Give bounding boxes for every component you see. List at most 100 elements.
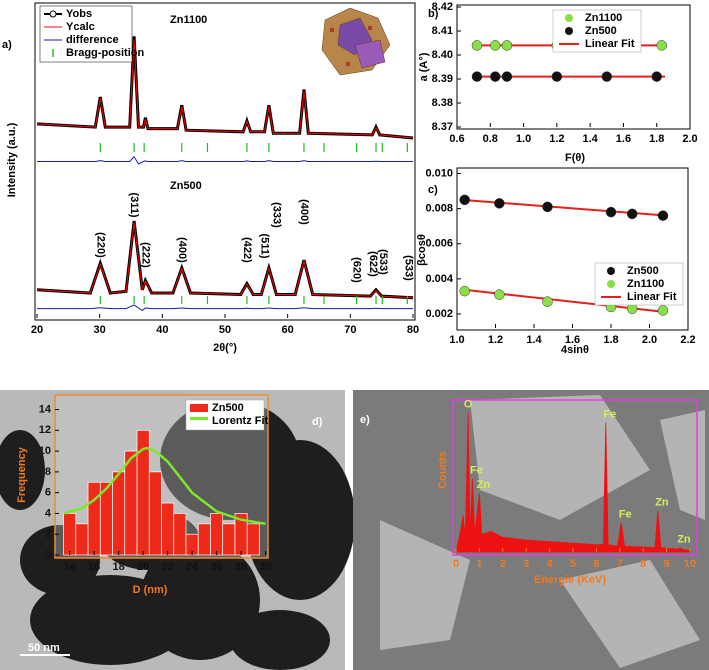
bar (222, 523, 236, 556)
y-tick-label: 8.41 (432, 25, 453, 37)
x-tick-label: 4 (547, 558, 554, 570)
peak-label: (222) (140, 242, 152, 268)
x-tick-label: 28 (235, 561, 247, 573)
x-tick-label: 9 (664, 558, 670, 570)
x-tick-label: 1 (476, 558, 482, 570)
x-tick-label: 2 (500, 558, 506, 570)
x-axis-label: 4sinθ (561, 344, 589, 356)
point (601, 71, 613, 82)
y-tick-label: 0.008 (425, 203, 453, 215)
point (651, 71, 662, 82)
panel-label: b) (428, 8, 439, 20)
bar (87, 481, 101, 556)
y-tick-label: 8.38 (432, 97, 453, 109)
bar (173, 513, 187, 556)
y-tick-label: 6 (45, 487, 51, 499)
x-tick-label: 60 (282, 324, 294, 336)
panel-label: d) (312, 416, 323, 428)
x-axis-label: F(θ) (565, 152, 585, 164)
point (471, 40, 483, 51)
legend-label: Zn500 (212, 402, 244, 414)
peak-label: (220) (94, 232, 106, 258)
point (657, 210, 669, 221)
plot-frame (456, 4, 691, 130)
legend-label: Zn1100 (627, 278, 664, 290)
x-tick-label: 3 (523, 558, 529, 570)
panel-label: a) (2, 39, 12, 51)
x-tick-label: 1.0 (449, 334, 464, 346)
x-tick-label: 0 (453, 558, 459, 570)
point (542, 201, 553, 213)
legend-swatch (49, 10, 57, 18)
legend-label: Zn500 (627, 265, 659, 277)
x-tick-label: 0.6 (449, 133, 464, 145)
bar (124, 450, 138, 556)
peak-label: (333) (270, 202, 282, 228)
legend-label: Zn500 (585, 25, 617, 37)
x-tick-label: 24 (186, 561, 199, 573)
bar (112, 471, 126, 556)
peak-label: O (464, 398, 473, 410)
panel-label: c) (428, 184, 438, 196)
peak-label: (533) (403, 255, 415, 281)
legend-swatch (565, 27, 573, 35)
legend-label: Yobs (66, 8, 92, 20)
point (459, 285, 470, 297)
peak-label: Zn (477, 479, 491, 491)
legend-label: Ycalc (66, 21, 95, 33)
bar (161, 502, 175, 556)
point (501, 40, 513, 51)
tem-particles (0, 400, 355, 670)
point (471, 71, 483, 82)
y-axis-label: a (A°) (418, 52, 430, 81)
y-axis-label: βcosθ (416, 234, 428, 266)
x-tick-label: 18 (113, 561, 125, 573)
y-tick-label: 0.010 (425, 167, 453, 179)
bar (148, 471, 162, 556)
x-tick-label: 1.8 (649, 133, 664, 145)
x-tick-label: 40 (156, 324, 168, 336)
y-axis-label: Counts (437, 451, 449, 489)
point (605, 206, 617, 218)
crystal-structure (321, 7, 391, 76)
y-axis-label: Intensity (a.u.) (6, 122, 18, 197)
point (626, 208, 638, 220)
x-tick-label: 1.8 (603, 334, 618, 346)
x-tick-label: 16 (88, 561, 100, 573)
x-tick-label: 26 (210, 561, 222, 573)
y-tick-label: 8.39 (432, 73, 453, 85)
sem-grains (380, 395, 705, 668)
peak-label: (311) (128, 192, 140, 217)
pattern-label: Zn1100 (170, 14, 207, 26)
peak-label: Fe (619, 509, 632, 521)
x-tick-label: 1.2 (549, 133, 564, 145)
x-tick-label: 1.4 (526, 334, 542, 346)
y-tick-label: 8.42 (432, 1, 453, 13)
y-tick-label: 8.37 (432, 121, 453, 133)
x-tick-label: 1.0 (516, 133, 531, 145)
x-tick-label: 0.8 (483, 133, 498, 145)
pattern-label: Zn500 (170, 180, 202, 192)
legend-label: difference (66, 34, 119, 46)
x-tick-label: 50 (219, 324, 231, 336)
peak-label: (620) (351, 257, 363, 283)
y-tick-label: 0.004 (425, 273, 453, 285)
legend-label: Zn1100 (585, 12, 622, 24)
y-tick-label: 0 (45, 549, 51, 561)
x-tick-label: 10 (684, 558, 696, 570)
y-tick-label: 8.40 (432, 49, 453, 61)
point (542, 296, 553, 307)
peak-label: (533) (377, 249, 389, 275)
legend-swatch (607, 280, 615, 288)
point (490, 40, 501, 51)
legend-swatch (607, 267, 615, 275)
y-tick-label: 8 (45, 466, 51, 478)
fit-curve (63, 446, 266, 526)
x-tick-label: 8 (640, 558, 646, 570)
point (490, 71, 501, 82)
x-axis-label: D (nm) (133, 584, 168, 596)
peak-label: Fe (470, 464, 483, 476)
x-tick-label: 80 (407, 324, 419, 336)
x-tick-label: 22 (161, 561, 173, 573)
x-tick-label: 1.6 (565, 334, 580, 346)
